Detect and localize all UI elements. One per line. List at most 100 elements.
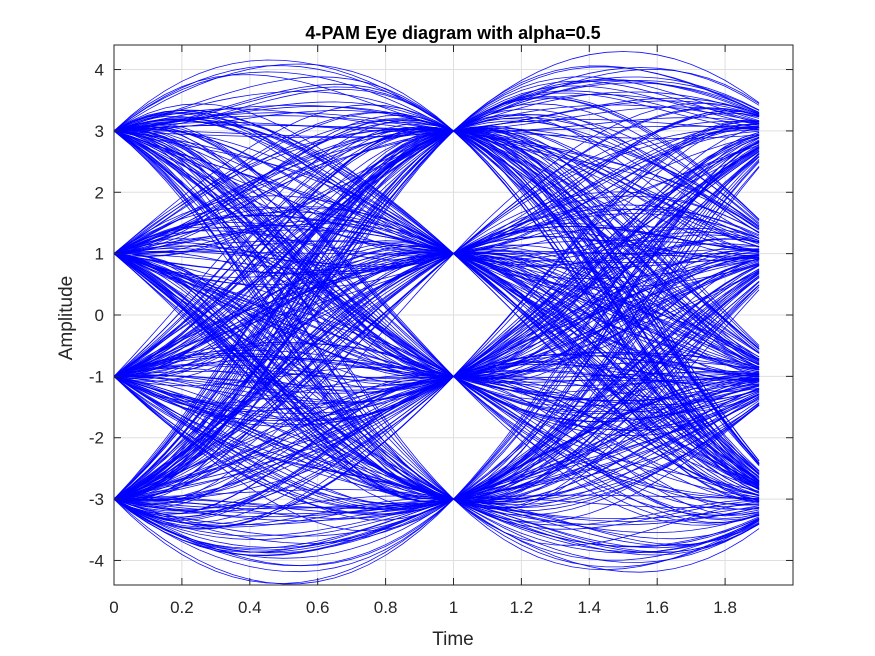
eye-trace [113, 109, 760, 381]
eye-trace [113, 130, 760, 500]
eye-trace [113, 129, 760, 500]
eye-trace [113, 272, 760, 537]
eye-trace [113, 225, 760, 500]
eye-trace [113, 68, 760, 255]
x-tick-label: 0.8 [374, 598, 398, 617]
eye-trace [113, 127, 760, 256]
x-tick-label: 0 [109, 598, 118, 617]
eye-trace [113, 374, 760, 489]
eye-trace [113, 341, 760, 506]
eye-trace [113, 130, 760, 380]
eye-trace [113, 119, 760, 488]
eye-trace [113, 381, 760, 540]
eye-trace [113, 103, 760, 480]
eye-trace [113, 121, 760, 501]
eye-trace [113, 354, 760, 521]
x-axis-label: Time [432, 629, 474, 650]
eye-trace [113, 130, 760, 377]
eye-trace [113, 256, 760, 422]
eye-trace [113, 142, 760, 257]
eye-trace [113, 105, 760, 257]
eye-trace [113, 114, 760, 377]
y-tick-label: 3 [95, 122, 104, 141]
eye-trace [113, 280, 760, 506]
eye-trace [113, 125, 760, 526]
eye-traces [113, 51, 760, 585]
eye-trace [113, 127, 760, 500]
eye-trace [113, 247, 760, 500]
eye-trace [113, 494, 760, 510]
eye-trace [113, 128, 760, 349]
eye-trace [113, 253, 760, 526]
eye-trace [113, 130, 760, 379]
eye-trace [113, 142, 760, 510]
y-axis-label: Amplitude [56, 276, 77, 361]
x-tick-label: 1.8 [713, 598, 737, 617]
eye-trace [113, 130, 760, 488]
y-tick-label: 2 [95, 183, 104, 202]
eye-trace [113, 130, 760, 407]
eye-trace [113, 102, 760, 508]
eye-trace [113, 130, 760, 254]
eye-trace [113, 85, 760, 500]
eye-trace [113, 376, 760, 506]
eye-trace [113, 253, 760, 563]
y-tick-labels: 4 3 2 1 0 -1 -2 -3 -4 [89, 61, 104, 571]
eye-trace [113, 376, 760, 556]
eye-trace [113, 130, 760, 571]
eye-trace [113, 111, 760, 466]
eye-trace [113, 129, 760, 377]
eye-trace [113, 352, 760, 502]
eye-trace [113, 130, 760, 500]
eye-trace [113, 353, 760, 412]
eye-trace [113, 126, 760, 423]
x-tick-label: 0.2 [170, 598, 194, 617]
eye-trace [113, 76, 760, 377]
y-tick-label: 1 [95, 245, 104, 264]
eye-trace [113, 258, 760, 500]
eye-trace [113, 118, 760, 483]
y-tick-label: -1 [89, 367, 104, 386]
eye-trace [113, 130, 760, 561]
eye-trace [113, 253, 760, 547]
eye-trace [113, 242, 760, 501]
eye-trace [113, 130, 760, 381]
eye-trace [113, 130, 760, 377]
eye-trace [113, 130, 760, 524]
x-tick-label: 0.4 [238, 598, 262, 617]
eye-trace [113, 65, 760, 501]
eye-trace [113, 397, 760, 518]
eye-trace [113, 114, 760, 500]
axis-ticks [113, 45, 793, 585]
y-tick-label: -3 [89, 490, 104, 509]
eye-trace [113, 127, 760, 260]
eye-trace [113, 130, 760, 500]
eye-trace [113, 147, 760, 514]
eye-trace [113, 252, 760, 500]
eye-trace [113, 124, 760, 516]
eye-trace [113, 76, 760, 501]
eye-trace [113, 63, 760, 490]
eye-trace [113, 374, 760, 551]
x-tick-label: 1.6 [645, 598, 669, 617]
eye-trace [113, 153, 760, 567]
x-tick-label: 1.4 [577, 598, 601, 617]
x-tick-label: 1 [449, 598, 458, 617]
chart-title: 4-PAM Eye diagram with alpha=0.5 [305, 23, 600, 43]
eye-trace [113, 136, 760, 585]
eye-trace [113, 130, 760, 568]
eye-trace [113, 238, 760, 500]
y-tick-label: -4 [89, 551, 104, 570]
eye-trace [113, 94, 760, 377]
eye-trace [113, 245, 760, 379]
eye-trace [113, 127, 760, 500]
eye-trace [113, 253, 760, 500]
eye-trace [113, 83, 760, 493]
y-tick-label: 4 [95, 61, 104, 80]
eye-trace [113, 253, 760, 500]
eye-trace [113, 130, 760, 254]
eye-trace [113, 122, 760, 499]
eye-trace [113, 91, 760, 358]
